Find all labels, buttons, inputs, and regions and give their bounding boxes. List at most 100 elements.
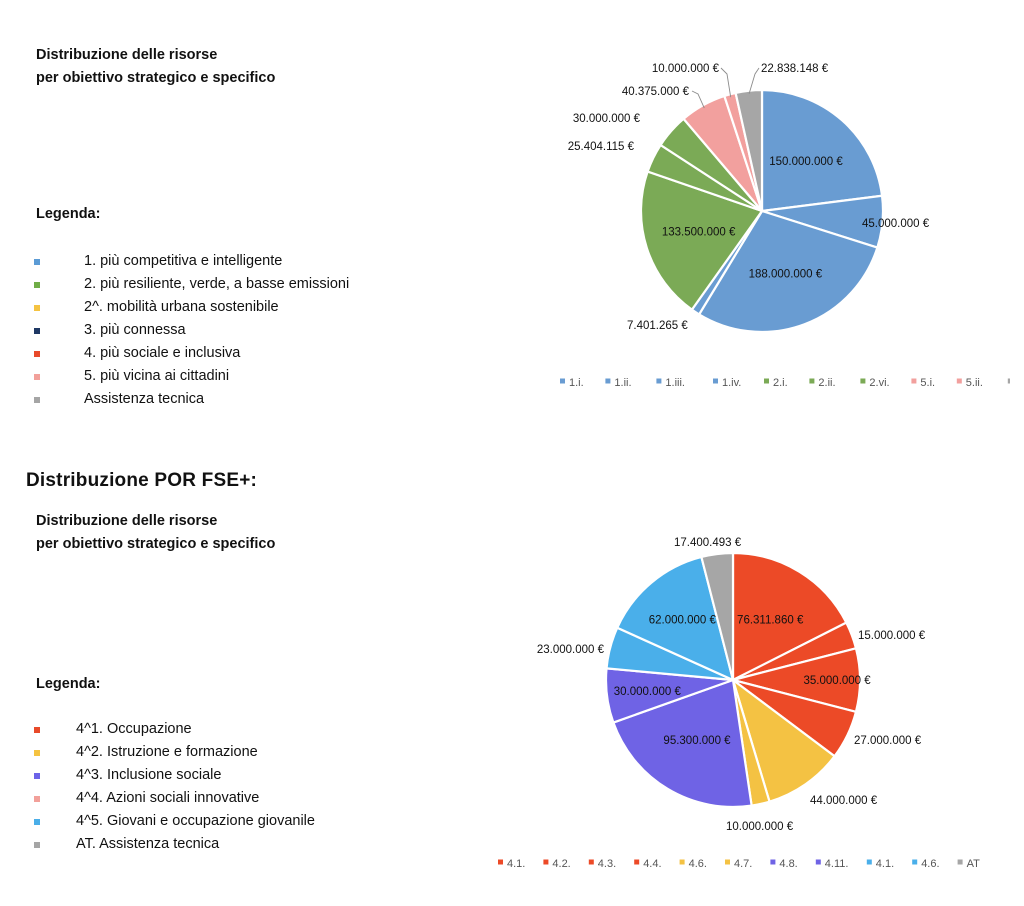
pie-legend-swatch-icon	[725, 859, 730, 865]
pie-legend-label: 4.8.	[779, 858, 797, 870]
legend-item-label: 4^2. Istruzione e formazione	[76, 744, 258, 760]
pie-slice	[731, 551, 848, 682]
pie-legend-label: 4.3.	[598, 858, 616, 870]
legend-swatch-icon	[34, 397, 40, 403]
legend-swatch-icon	[34, 727, 40, 733]
pie-legend-label: 1.i.	[569, 377, 584, 389]
pie-legend-swatch-icon	[498, 859, 503, 865]
pie-legend-label: 4.2.	[552, 858, 570, 870]
legend-swatch-icon	[34, 328, 40, 334]
section2-pie-chart: 76.311.860 € 15.000.000 € 35.000.000 € 27.0…	[498, 537, 980, 870]
pie-legend-swatch-icon	[560, 378, 565, 384]
pie-legend-swatch-icon	[679, 859, 685, 865]
pie-data-label: 22.838.148 €	[761, 63, 829, 75]
pie-data-label: 30.000.000 €	[573, 113, 641, 125]
pie-data-label: 188.000.000 €	[749, 268, 823, 280]
section2-pie-data-labels: 76.311.860 € 15.000.000 € 35.000.000 € 27.0…	[537, 537, 926, 833]
section2-title-line-2: per obiettivo strategico e specifico	[36, 536, 276, 552]
pie-data-label: 17.400.493 €	[674, 537, 742, 549]
pie-legend-label: 4.1.	[876, 858, 894, 870]
legend-item-label: 1. più competitiva e intelligente	[84, 253, 283, 269]
pie-data-label: 10.000.000 €	[652, 63, 720, 75]
legend-swatch-icon	[34, 750, 40, 756]
pie-data-label: 35.000.000 €	[804, 675, 872, 687]
pie-slice	[734, 88, 764, 212]
pie-legend-label: 4.6.	[921, 858, 939, 870]
legend-item-label: 2. più resiliente, verde, a basse emissi…	[84, 276, 350, 292]
legend-item-label: 5. più vicina ai cittadini	[84, 368, 230, 384]
pie-leader-line	[691, 90, 705, 109]
pie-legend-swatch-icon	[912, 859, 918, 865]
legend-item-label: 4^4. Azioni sociali innovative	[76, 790, 260, 806]
pie-data-label: 76.311.860 €	[737, 614, 804, 626]
section2-legend-title: Legenda:	[36, 676, 101, 692]
pie-legend-swatch-icon	[543, 859, 549, 865]
legend-swatch-icon	[34, 259, 40, 265]
pie-legend-swatch-icon	[588, 859, 594, 865]
pie-slice	[615, 555, 735, 682]
pie-legend-label: 4.1.	[507, 858, 525, 870]
pie-data-label: 95.300.000 €	[663, 735, 731, 747]
pie-slice	[611, 678, 753, 809]
legend-swatch-icon	[34, 305, 40, 311]
pie-leader-line	[720, 67, 732, 98]
section1-pie-chart: 150.000.000 € 45.000.000 € 188.000.000 € 7.…	[560, 63, 1010, 389]
pie-data-label: 44.000.000 €	[810, 795, 878, 807]
pie-legend-swatch-icon	[866, 859, 872, 865]
section2-pie-slices	[604, 551, 862, 809]
section2-heading: Distribuzione POR FSE+:	[26, 470, 258, 491]
pie-data-label: 30.000.000 €	[614, 686, 682, 698]
pie-legend-swatch-icon	[957, 859, 963, 865]
pie-legend-label: 5.i.	[920, 377, 935, 389]
section1-pie-legend: 1.i. 1.ii. 1.iii. 1.iv. 2.i. 2.ii. 2.vi. 5.i. 5.…	[560, 377, 1010, 389]
pie-legend-label: 1.ii.	[614, 377, 631, 389]
pie-data-label: 7.401.265 €	[627, 320, 688, 332]
pie-legend-swatch-icon	[656, 378, 662, 384]
pie-legend-swatch-icon	[634, 859, 640, 865]
pie-data-label: 23.000.000 €	[537, 644, 605, 656]
section2-pie-legend: 4.1. 4.2. 4.3. 4.4. 4.6. 4.7. 4.8. 4.11. 4.1. 4.6…	[498, 858, 980, 870]
pie-legend-swatch-icon	[911, 378, 917, 384]
pie-legend-swatch-icon	[1007, 378, 1010, 384]
pie-legend-label: 4.11.	[825, 858, 849, 870]
section1-pie-data-labels: 150.000.000 € 45.000.000 € 188.000.000 € 7.…	[568, 63, 930, 332]
legend-item-label: 4^1. Occupazione	[76, 721, 192, 737]
pie-data-label: 62.000.000 €	[649, 615, 717, 627]
pie-legend-label: 5.ii.	[966, 377, 983, 389]
pie-legend-label: AT	[967, 858, 981, 870]
pie-legend-label: 4.6.	[689, 858, 707, 870]
legend-item-label: 3. più connessa	[84, 322, 186, 338]
pie-leader-line	[748, 67, 760, 94]
pie-legend-swatch-icon	[605, 378, 611, 384]
pie-slice	[639, 170, 764, 312]
pie-legend-label: 2.i.	[773, 377, 788, 389]
pie-data-label: 45.000.000 €	[862, 218, 930, 230]
pie-legend-swatch-icon	[809, 378, 815, 384]
section1-title: Distribuzione delle risorse per obiettiv…	[36, 44, 275, 90]
section1-legend-title: Legenda:	[36, 206, 101, 222]
pie-data-label: 10.000.000 €	[726, 821, 794, 833]
pie-legend-label: 4.7.	[734, 858, 752, 870]
section2-title-line-1: Distribuzione delle risorse	[36, 513, 218, 529]
section1-pie-slices	[639, 88, 885, 334]
pie-slice	[700, 551, 735, 681]
pie-data-label: 25.404.115 €	[568, 141, 635, 153]
pie-legend-swatch-icon	[956, 378, 962, 384]
legend-item-label: 4^3. Inclusione sociale	[76, 767, 222, 783]
legend-swatch-icon	[34, 282, 40, 288]
legend-swatch-icon	[34, 796, 40, 802]
legend-item-label: 4. più sociale e inclusiva	[84, 345, 241, 361]
legend-item-label: AT. Assistenza tecnica	[76, 836, 220, 852]
pie-slice	[730, 677, 837, 804]
legend-item-label: 4^5. Giovani e occupazione giovanile	[76, 813, 315, 829]
pie-legend-swatch-icon	[764, 378, 769, 384]
pie-data-label: 40.375.000 €	[622, 86, 690, 98]
pie-data-label: 150.000.000 €	[769, 156, 843, 168]
pie-slice	[760, 88, 884, 213]
pie-legend-label: 2.ii.	[818, 377, 835, 389]
section1-pie-leader-lines	[691, 67, 760, 109]
legend-swatch-icon	[34, 351, 40, 357]
legend-swatch-icon	[34, 819, 40, 825]
pie-legend-swatch-icon	[770, 859, 776, 865]
pie-legend-swatch-icon	[815, 859, 821, 865]
